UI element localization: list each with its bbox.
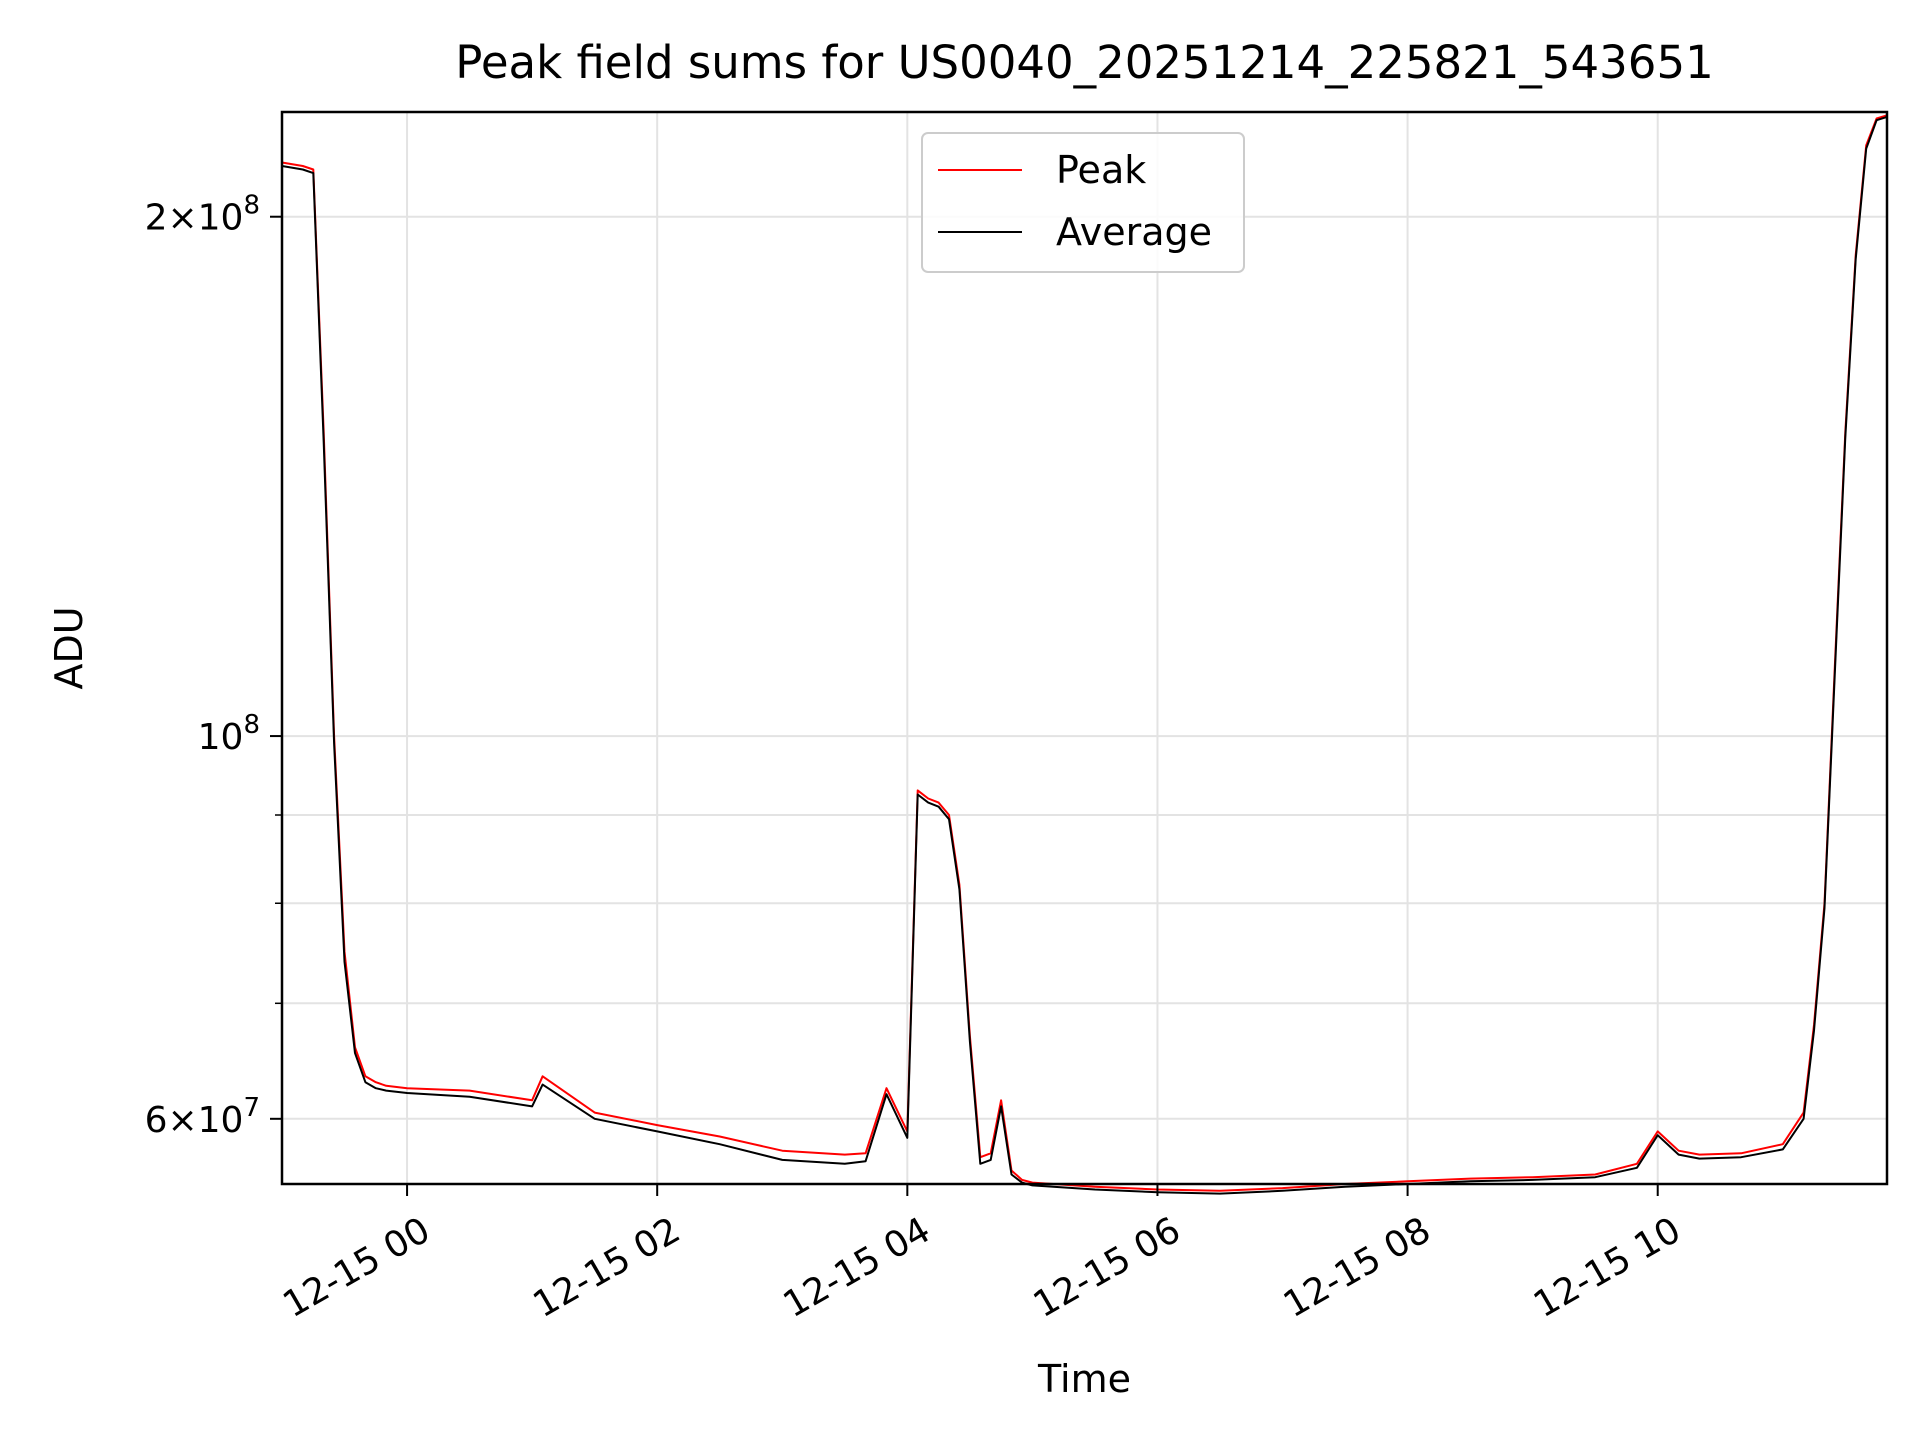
y-tick-times: × xyxy=(167,1100,197,1141)
legend-label-average: Average xyxy=(1056,210,1212,254)
y-axis-label: ADU xyxy=(47,606,91,689)
legend-label-peak: Peak xyxy=(1056,148,1146,192)
x-axis-label: Time xyxy=(1037,1357,1131,1401)
series-line-peak xyxy=(281,114,1888,1192)
y-tick-mantissa: 6 xyxy=(145,1100,168,1141)
y-tick-exponent: 8 xyxy=(243,191,260,221)
chart-title: Peak field sums for US0040_20251214_2258… xyxy=(455,36,1713,89)
legend-box xyxy=(921,132,1245,273)
y-tick-base: 10 xyxy=(198,198,244,239)
series-layer xyxy=(281,114,1888,1195)
legend: Peak Average xyxy=(921,132,1245,273)
y-tick-exponent: 8 xyxy=(243,710,260,740)
y-tick-base: 10 xyxy=(198,717,244,758)
y-tick-label: 2×108 xyxy=(145,191,260,239)
y-tick-label: 108 xyxy=(198,710,260,758)
y-tick-exponent: 7 xyxy=(243,1093,260,1123)
y-tick-label: 6×107 xyxy=(145,1093,260,1141)
series-line-average xyxy=(281,115,1888,1195)
plot-frame xyxy=(280,110,1889,1186)
grid xyxy=(282,112,1887,1184)
y-tick-mantissa: 2 xyxy=(145,198,168,239)
y-tick-times: × xyxy=(167,198,197,239)
y-tick-base: 10 xyxy=(198,1100,244,1141)
